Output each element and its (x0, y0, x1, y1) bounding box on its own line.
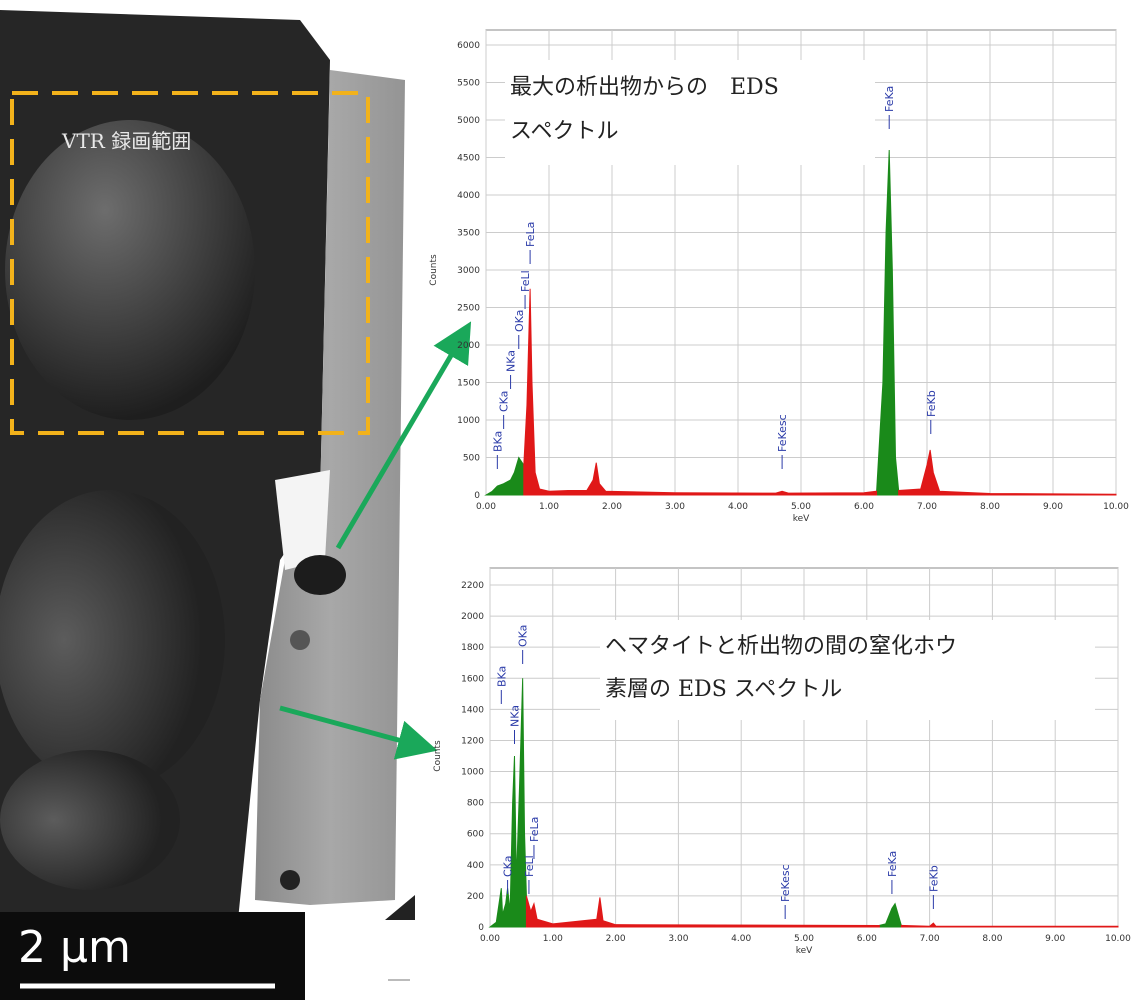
peak-label: BKa (491, 431, 504, 452)
peak-label: FeKa (886, 851, 899, 877)
y-tick-label: 0 (474, 491, 480, 501)
peak-label: BKa (495, 666, 508, 687)
particle (290, 630, 310, 650)
grain (0, 490, 225, 790)
y-tick-label: 4000 (457, 191, 480, 201)
peak-label: NKa (508, 705, 521, 727)
x-tick-label: 4.00 (731, 934, 751, 944)
x-tick-label: 3.00 (665, 502, 685, 512)
x-tick-label: 3.00 (668, 934, 688, 944)
y-tick-label: 6000 (457, 41, 480, 51)
x-tick-label: 0.00 (476, 502, 496, 512)
x-tick-label: 10.00 (1105, 934, 1131, 944)
y-tick-label: 1000 (457, 416, 480, 426)
annotation: 素層の EDS スペクトル (605, 677, 842, 702)
peak-label: FeLl (519, 270, 532, 292)
y-tick-label: 400 (467, 861, 484, 871)
annotation: スペクトル (510, 119, 618, 144)
particle (280, 870, 300, 890)
peak-label: FeKesc (779, 864, 792, 902)
x-tick-label: 2.00 (606, 934, 626, 944)
y-tick-label: 1500 (457, 379, 480, 389)
peak-label: FeLa (528, 817, 541, 842)
x-tick-label: 1.00 (543, 934, 563, 944)
annotation: 最大の析出物からの EDS (510, 75, 779, 100)
y-tick-label: 2200 (461, 581, 484, 591)
y-tick-label: 200 (467, 892, 484, 902)
y-tick-label: 2000 (457, 341, 480, 351)
y-tick-label: 500 (463, 454, 480, 464)
y-tick-label: 1400 (461, 705, 484, 715)
y-tick-label: 5000 (457, 116, 480, 126)
x-tick-label: 1.00 (539, 502, 559, 512)
grain (5, 120, 255, 420)
peak-label: OKa (517, 625, 530, 647)
y-axis-label: Counts (433, 740, 443, 772)
annotation: ヘマタイトと析出物の間の窒化ホウ (605, 634, 957, 659)
y-tick-label: 2000 (461, 612, 484, 622)
y-tick-label: 1800 (461, 643, 484, 653)
y-tick-label: 3500 (457, 229, 480, 239)
y-tick-label: 3000 (457, 266, 480, 276)
y-tick-label: 1200 (461, 736, 484, 746)
grain (0, 750, 180, 890)
peak-label: OKa (513, 310, 526, 332)
y-tick-label: 2500 (457, 304, 480, 314)
x-tick-label: 7.00 (917, 502, 937, 512)
y-tick-label: 0 (478, 923, 484, 933)
y-axis-label: Counts (429, 254, 439, 286)
scale-label: 2 µm (18, 922, 131, 973)
particle (294, 555, 346, 595)
x-tick-label: 5.00 (794, 934, 814, 944)
figure: VTR 録画範囲 2 µm 05001000150020002500300035… (0, 0, 1138, 1000)
peak-label: FeKb (927, 865, 940, 892)
y-tick-label: 5500 (457, 79, 480, 89)
peak-label: FeKb (925, 390, 938, 417)
x-tick-label: 8.00 (982, 934, 1002, 944)
x-axis-label: keV (796, 946, 813, 956)
y-tick-label: 800 (467, 799, 484, 809)
x-tick-label: 9.00 (1043, 502, 1063, 512)
x-tick-label: 0.00 (480, 934, 500, 944)
peak-label: FeKesc (776, 414, 789, 452)
y-tick-label: 4500 (457, 154, 480, 164)
y-tick-label: 1000 (461, 768, 484, 778)
chart: 0 500 1000 1500 2000 2500 3000 3500 4000 4500 5000… (429, 30, 1129, 524)
x-tick-label: 7.00 (920, 934, 940, 944)
chart: 0 200 400 600 800 1000 1200 1400 1600 1800 2000 220… (433, 568, 1131, 956)
tem-image: VTR 録画範囲 2 µm (0, 0, 415, 1000)
y-tick-label: 1600 (461, 674, 484, 684)
peak-label: FeKa (883, 86, 896, 112)
x-tick-label: 4.00 (728, 502, 748, 512)
y-tick-label: 600 (467, 830, 484, 840)
x-tick-label: 2.00 (602, 502, 622, 512)
x-tick-label: 6.00 (854, 502, 874, 512)
x-tick-label: 8.00 (980, 502, 1000, 512)
x-axis-label: keV (793, 514, 810, 524)
region-label: VTR 録画範囲 (61, 129, 191, 153)
x-tick-label: 5.00 (791, 502, 811, 512)
peak-label: CKa (502, 856, 515, 877)
peak-label: FeLa (524, 222, 537, 247)
x-tick-label: 6.00 (857, 934, 877, 944)
x-tick-label: 9.00 (1045, 934, 1065, 944)
peak-label: NKa (505, 350, 518, 372)
peak-label: CKa (498, 391, 511, 412)
x-tick-label: 10.00 (1103, 502, 1129, 512)
